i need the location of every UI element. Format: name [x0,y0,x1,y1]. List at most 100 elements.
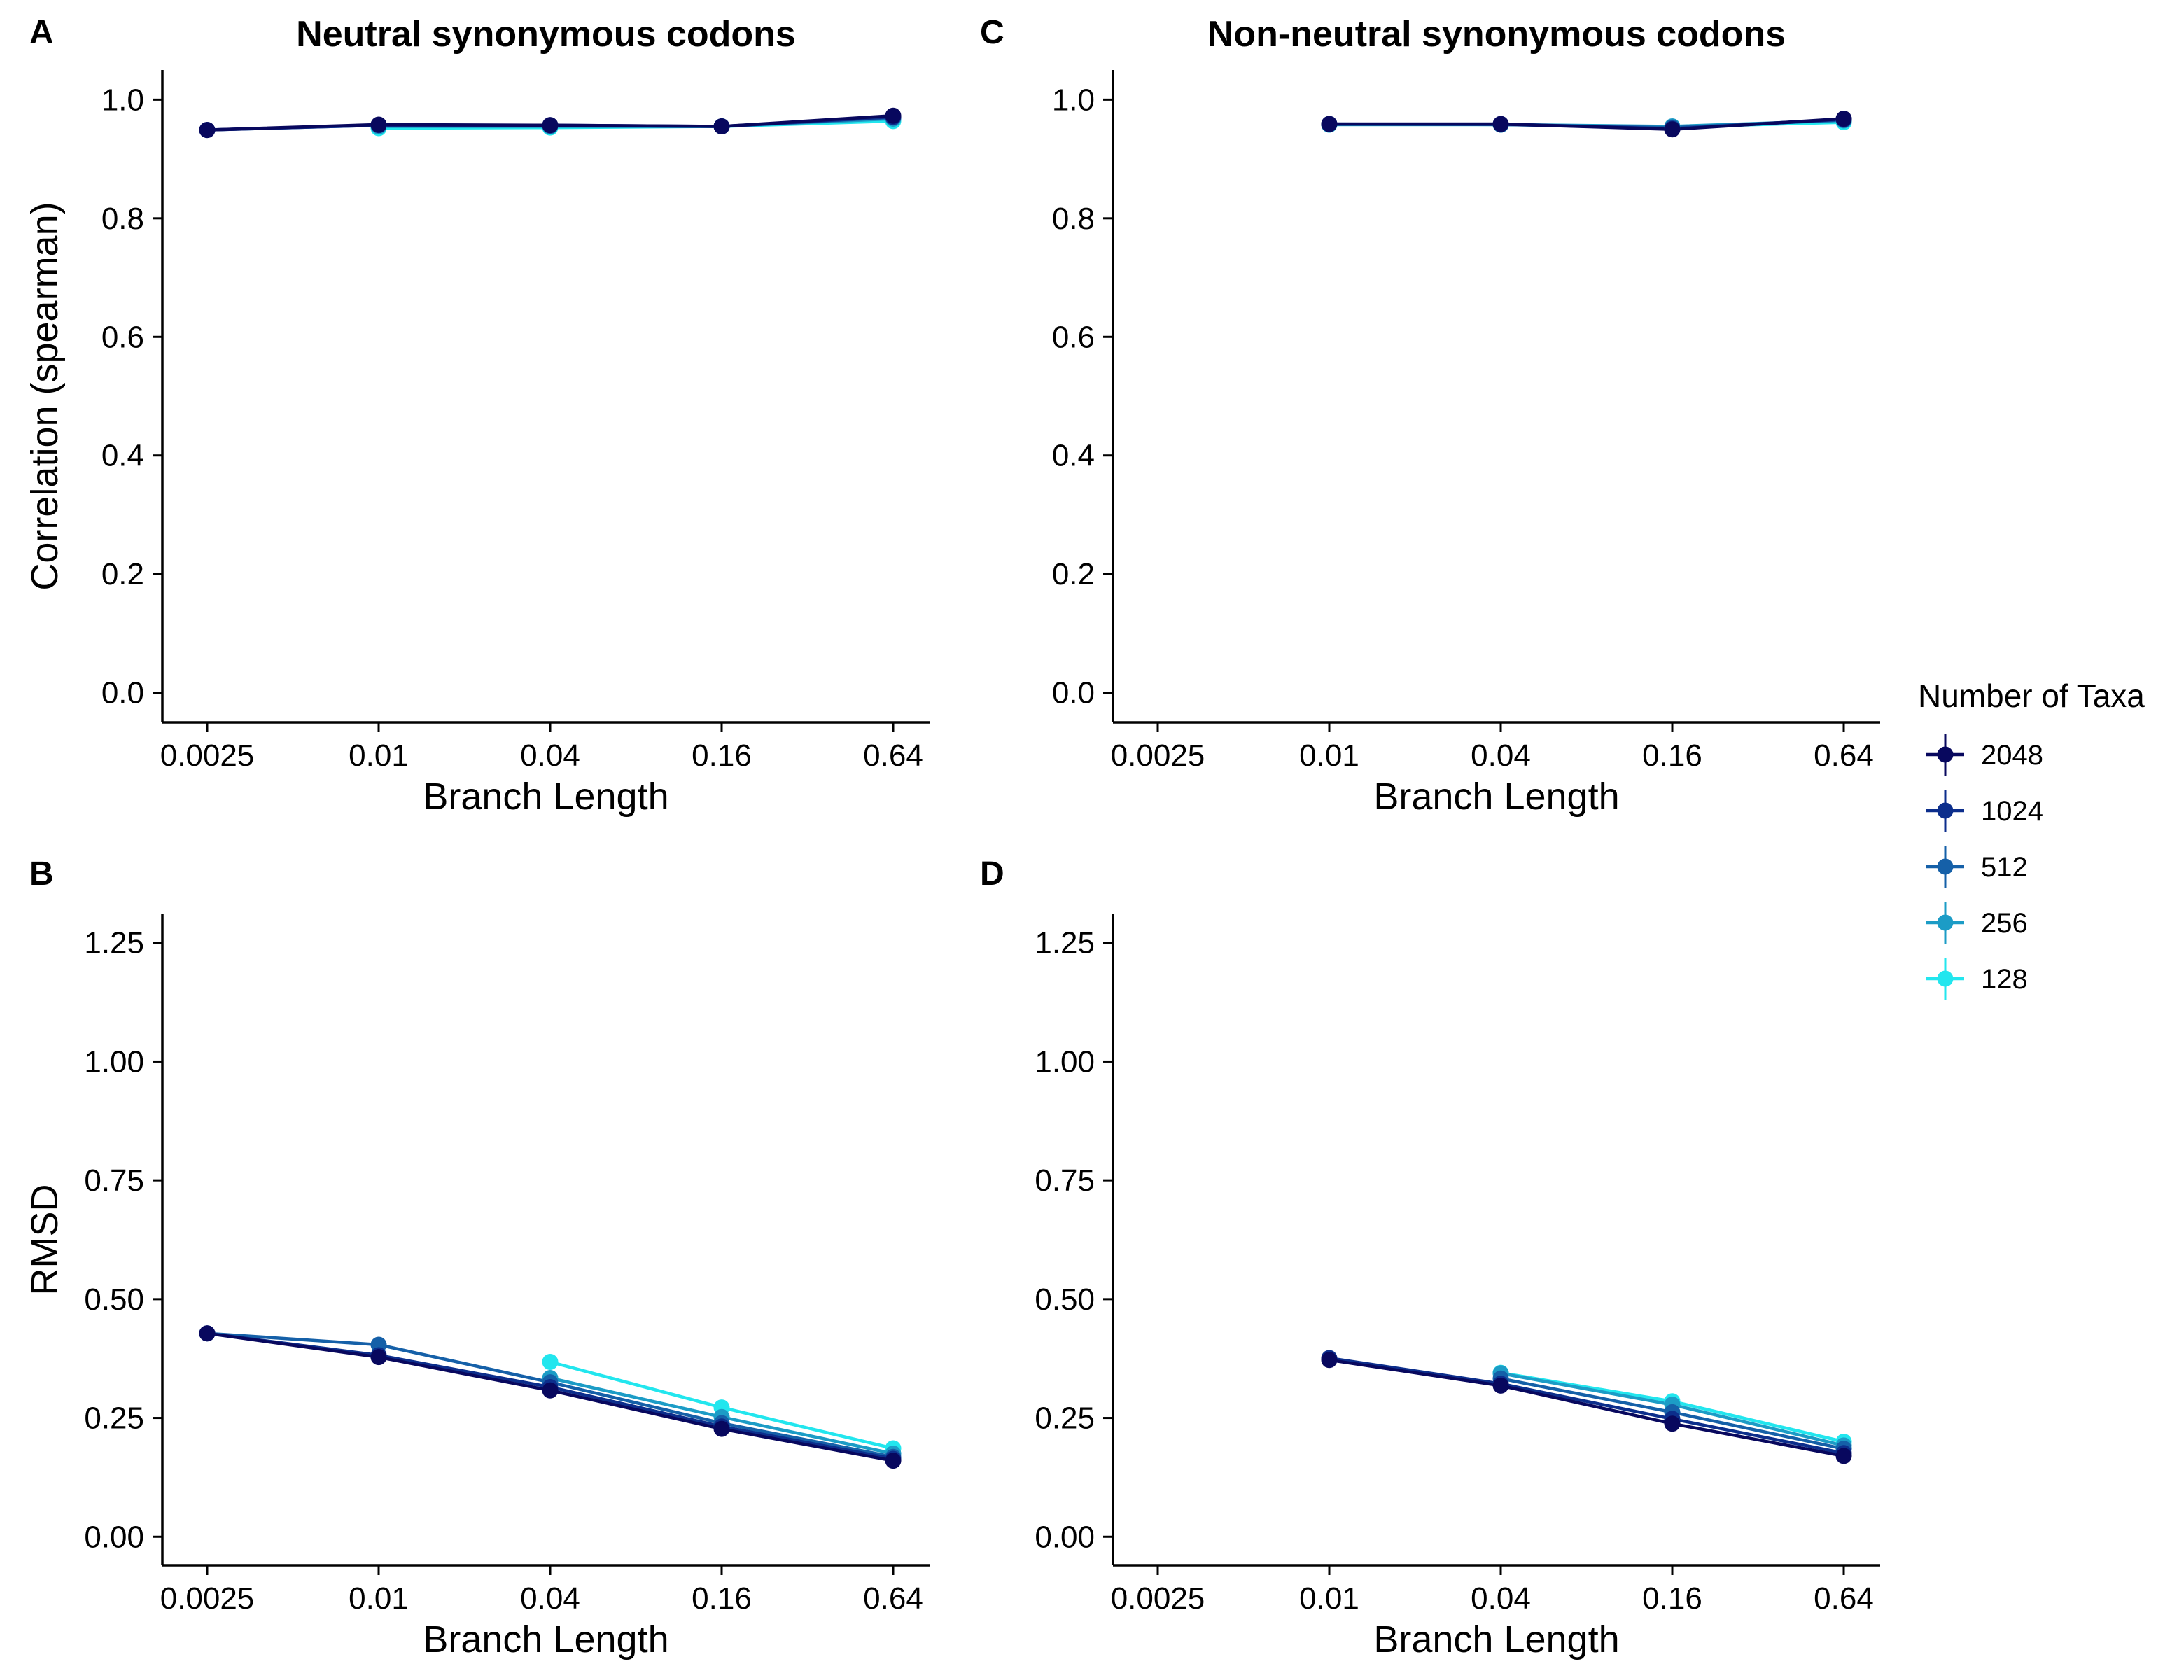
legend-key-marker [1937,802,1954,819]
series-line-2048 [1329,117,1844,131]
y-tick-label: 1.00 [84,1044,144,1079]
data-point-128 [542,1353,559,1370]
y-tick-label: 0.25 [1035,1401,1095,1436]
legend-key-marker [1937,858,1954,875]
y-tick-label: 0.75 [84,1163,144,1198]
y-tick-label: 0.2 [102,557,144,592]
panels: A Neutral synonymous codons 0.0 0.2 0.4 0.6 0.… [24,14,1880,1660]
data-point-2048 [370,1349,387,1366]
y-tick-label: 1.25 [84,926,144,960]
x-tick-label: 0.16 [1642,1581,1702,1616]
panel-letter-a: A [29,14,54,51]
y-tick-label: 1.0 [102,83,144,117]
y-tick-label: 1.00 [1035,1044,1095,1079]
x-tick-label: 0.16 [692,738,752,773]
y-tick-label: 0.6 [102,320,144,354]
legend-key-marker [1937,746,1954,763]
x-tick-label: 0.0025 [160,1581,255,1616]
data-point-2048 [1664,121,1681,138]
data-point-2048 [885,107,902,124]
data-point-2048 [713,118,730,134]
data-point-2048 [370,116,387,133]
x-tick-label: 0.04 [1471,738,1531,773]
x-axis-title: Branch Length [423,1618,668,1660]
x-tick-label: 0.64 [863,1581,923,1616]
legend-label: 1024 [1981,796,2043,827]
x-tick-label: 0.16 [692,1581,752,1616]
panel-b: B 0.00 0.25 0.50 0.75 1.00 1.25 0.0025 0.01 0.04 0… [24,855,930,1660]
legend-item-512: 512 [1926,846,2028,888]
panel-title: Non-neutral synonymous codons [1208,14,1786,55]
legend: Number of Taxa 2048 1024 512 256 128 [1918,678,2145,1000]
legend-label: 512 [1981,852,2028,883]
x-tick-label: 0.0025 [1111,738,1205,773]
x-axis-title: Branch Length [1373,1618,1619,1660]
panel-c: C Non-neutral synonymous codons 0.0 0.2 0.4 0… [980,14,1880,818]
x-tick-label: 0.01 [1299,1581,1359,1616]
panel-title: Neutral synonymous codons [296,14,796,55]
data-point-2048 [885,1452,902,1469]
y-tick-label: 0.6 [1052,320,1095,354]
y-tick-label: 0.25 [84,1401,144,1436]
data-point-2048 [1835,1448,1852,1464]
legend-title: Number of Taxa [1918,678,2145,714]
panel-letter-c: C [980,14,1004,51]
y-tick-label: 0.2 [1052,557,1095,592]
panel-letter-b: B [29,855,54,892]
y-tick-label: 0.8 [102,202,144,236]
legend-key-marker [1937,970,1954,987]
panel-letter-d: D [980,855,1004,892]
legend-items: 2048 1024 512 256 128 [1926,734,2043,1000]
y-tick-label: 1.0 [1052,83,1095,117]
y-tick-label: 0.50 [84,1282,144,1317]
legend-item-1024: 1024 [1926,790,2043,832]
y-tick-label: 0.50 [1035,1282,1095,1317]
legend-label: 2048 [1981,740,2043,771]
data-point-2048 [1835,110,1852,127]
y-axis-title: Correlation (spearman) [24,202,66,590]
y-tick-label: 1.25 [1035,926,1095,960]
x-axis-title: Branch Length [423,776,668,818]
legend-item-128: 128 [1926,958,2028,1000]
panel-a: A Neutral synonymous codons 0.0 0.2 0.4 0.6 0.… [24,14,930,818]
x-tick-label: 0.01 [349,738,409,773]
x-tick-label: 0.04 [520,1581,580,1616]
data-point-2048 [199,122,216,139]
x-tick-label: 0.16 [1642,738,1702,773]
x-tick-label: 0.0025 [160,738,255,773]
data-point-2048 [542,1382,559,1399]
y-tick-label: 0.00 [1035,1520,1095,1554]
data-point-2048 [1492,115,1509,132]
y-axis-title: RMSD [24,1184,66,1296]
x-tick-label: 0.0025 [1111,1581,1205,1616]
x-tick-label: 0.64 [863,738,923,773]
x-tick-label: 0.04 [520,738,580,773]
legend-label: 128 [1981,964,2028,995]
x-tick-label: 0.01 [349,1581,409,1616]
y-tick-label: 0.75 [1035,1163,1095,1198]
legend-item-2048: 2048 [1926,734,2043,776]
legend-key-marker [1937,914,1954,931]
x-tick-label: 0.04 [1471,1581,1531,1616]
x-tick-label: 0.01 [1299,738,1359,773]
data-point-2048 [713,1420,730,1437]
y-tick-label: 0.0 [102,676,144,710]
data-point-2048 [1321,115,1338,132]
y-tick-label: 0.4 [1052,439,1095,473]
legend-label: 256 [1981,908,2028,939]
y-tick-label: 0.00 [84,1520,144,1554]
x-tick-label: 0.64 [1814,1581,1874,1616]
data-point-2048 [199,1325,216,1342]
panel-d: D 0.00 0.25 0.50 0.75 1.00 1.25 0.0025 0.01 0.04 0… [980,855,1880,1660]
x-axis-title: Branch Length [1373,776,1619,818]
series-line-1024 [1329,1356,1844,1455]
legend-item-256: 256 [1926,902,2028,944]
y-tick-label: 0.8 [1052,202,1095,236]
data-point-2048 [1664,1415,1681,1432]
series-line-2048 [1329,1358,1844,1458]
y-tick-label: 0.0 [1052,676,1095,710]
data-point-2048 [1321,1352,1338,1368]
data-point-2048 [542,117,559,134]
y-tick-label: 0.4 [102,439,144,473]
